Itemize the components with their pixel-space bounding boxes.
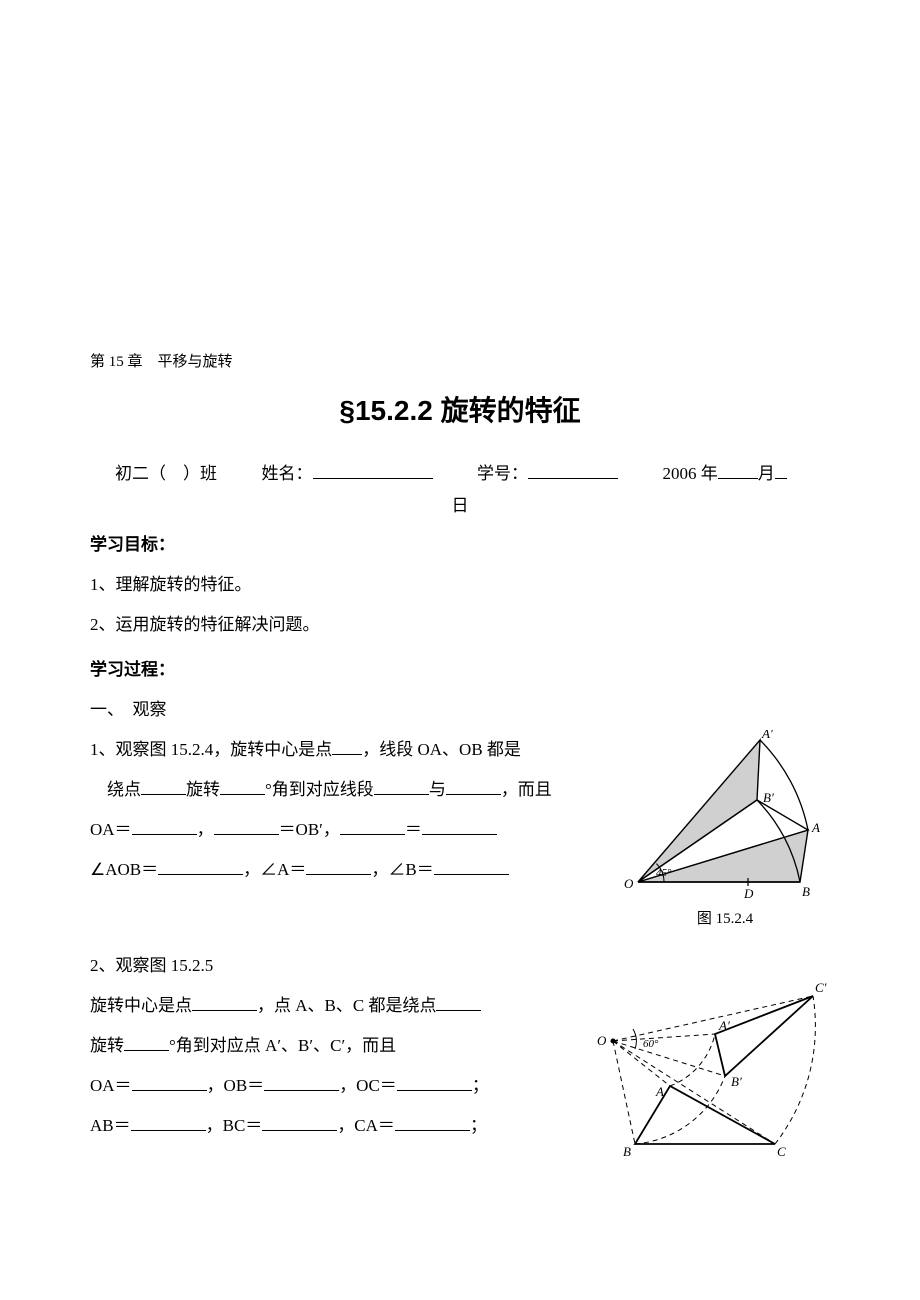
name-blank[interactable] [313,460,433,479]
svg-text:D: D [743,886,754,901]
blank[interactable] [422,816,497,835]
blank[interactable] [397,1072,472,1091]
svg-text:O: O [624,876,634,891]
q1-l4a: ∠AOB＝ [90,860,158,879]
blank[interactable] [374,776,429,795]
svg-text:A: A [811,820,820,835]
blank[interactable] [262,1112,337,1131]
q1-l4b: ，∠A＝ [243,860,306,879]
q2-l5a: AB＝ [90,1116,131,1135]
svg-text:B′: B′ [731,1074,742,1089]
svg-text:60°: 60° [643,1038,659,1050]
blank[interactable] [124,1032,169,1051]
q2-l5b: ，BC＝ [206,1116,263,1135]
svg-text:B: B [802,884,810,899]
q2-l4a: OA＝ [90,1076,132,1095]
observe-heading: 一、 观察 [90,690,830,730]
q2-text: 2、观察图 15.2.5 旋转中心是点 ，点 A、B、C 都是绕点 旋转 °角到对应… [90,946,585,1146]
q1-l3a: OA＝ [90,820,132,839]
svg-text:B′: B′ [763,790,774,805]
svg-text:C′: C′ [815,980,827,995]
goal-2: 2、运用旋转的特征解决问题。 [90,605,830,645]
q2-l4b: ，OB＝ [207,1076,265,1095]
svg-text:B: B [623,1144,631,1156]
q2-l3b: °角到对应点 A′、B′、C′，而且 [169,1036,396,1055]
class-label: 初二（ ）班 [115,464,217,483]
svg-text:O: O [597,1033,607,1048]
blank[interactable] [141,776,186,795]
year-label: 2006 年 [663,464,718,483]
q1-l3c: ＝OB′， [279,820,340,839]
q1-l1b: ，线段 OA、OB 都是 [362,740,521,759]
month-suffix: 月 [758,464,775,483]
blank[interactable] [436,992,481,1011]
q2-l4c: ，OC＝ [339,1076,397,1095]
day-lead-blank[interactable] [775,460,787,479]
name-label: 姓名： [262,464,313,483]
svg-text:A′: A′ [761,730,773,741]
q2-l5d: ； [470,1116,487,1135]
blank[interactable] [340,816,405,835]
goals-heading: 学习目标： [90,530,830,555]
blank[interactable] [434,856,509,875]
fig1-caption: 图 15.2.4 [620,907,830,928]
q1-row: 1、观察图 15.2.4，旋转中心是点 ，线段 OA、OB 都是 绕点 旋转 °角到对… [90,730,830,928]
blank[interactable] [446,776,501,795]
q2-l2b: ，点 A、B、C 都是绕点 [257,996,436,1015]
student-info-line: 初二（ ）班 姓名： 学号： 2006 年 月 [90,457,830,491]
q2-l1: 2、观察图 15.2.5 [90,946,585,986]
page-title: §15.2.2 旋转的特征 [90,389,830,429]
q2-l2a: 旋转中心是点 [90,996,192,1015]
blank[interactable] [332,736,362,755]
blank[interactable] [306,856,371,875]
blank[interactable] [395,1112,470,1131]
q1-l4c: ，∠B＝ [371,860,433,879]
blank[interactable] [220,776,265,795]
chapter-header: 第 15 章 平移与旋转 [90,350,830,371]
q1-l2e: ，而且 [501,780,552,799]
q1-l2c: °角到对应线段 [265,780,374,799]
id-blank[interactable] [528,460,618,479]
blank[interactable] [264,1072,339,1091]
blank[interactable] [131,1112,206,1131]
month-blank[interactable] [718,460,758,479]
svg-text:45°: 45° [656,867,672,879]
q1-l3d: ＝ [405,820,422,839]
svg-text:C: C [777,1144,786,1156]
id-label: 学号： [477,464,528,483]
q1-l1a: 1、观察图 15.2.4，旋转中心是点 [90,740,332,759]
figure-1524: 45° O A B D A′ B′ 图 15.2.4 [620,730,830,928]
svg-text:A′: A′ [718,1018,730,1033]
blank[interactable] [192,992,257,1011]
figure-1525: 60° O A B C A′ B′ C′ [595,946,830,1156]
goal-1: 1、理解旋转的特征。 [90,565,830,605]
svg-text:A: A [655,1084,664,1099]
blank[interactable] [158,856,243,875]
day-suffix: 日 [90,491,830,516]
q2-l4d: ； [472,1076,489,1095]
blank[interactable] [132,1072,207,1091]
q1-l2d: 与 [429,780,446,799]
blank[interactable] [214,816,279,835]
q2-l5c: ，CA＝ [337,1116,395,1135]
q1-l2b: 旋转 [186,780,220,799]
q1-text: 1、观察图 15.2.4，旋转中心是点 ，线段 OA、OB 都是 绕点 旋转 °角到对… [90,730,610,890]
process-heading: 学习过程： [90,655,830,680]
q2-l3a: 旋转 [90,1036,124,1055]
q2-row: 2、观察图 15.2.5 旋转中心是点 ，点 A、B、C 都是绕点 旋转 °角到对应… [90,946,830,1156]
blank[interactable] [132,816,197,835]
q1-l3b: ， [197,820,214,839]
q1-l2a: 绕点 [90,780,141,799]
